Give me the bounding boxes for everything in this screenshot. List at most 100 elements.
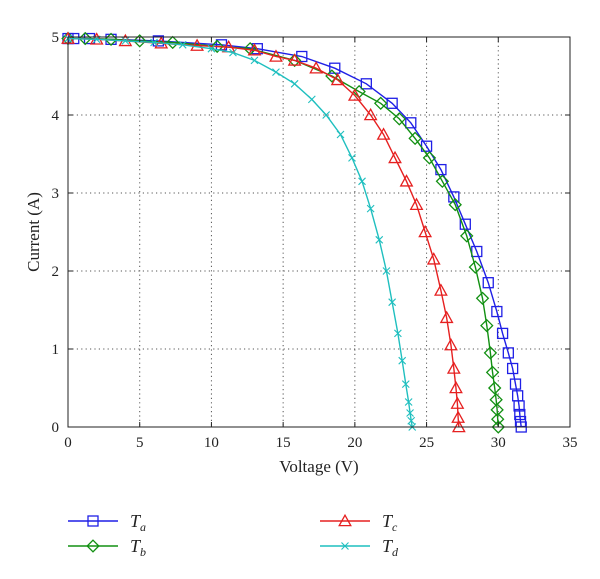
plot-frame	[67, 36, 571, 428]
data-point-diamond	[475, 291, 490, 306]
data-point-square	[405, 117, 417, 129]
data-point-square	[471, 245, 483, 258]
data-point-diamond	[287, 53, 302, 68]
data-point-triangle	[434, 283, 448, 296]
data-point-triangle	[247, 43, 262, 56]
legend-item: Ta	[68, 511, 146, 534]
x-tick-label: 20	[347, 435, 362, 451]
data-point-x	[382, 267, 391, 275]
x-tick-label: 10	[204, 435, 219, 451]
data-point-square	[506, 362, 519, 375]
data-point-x	[178, 40, 187, 49]
data-point-triangle	[338, 513, 352, 527]
series-line	[67, 37, 460, 428]
data-point-square	[513, 400, 525, 412]
data-point-diamond	[422, 151, 437, 165]
data-point-triangle	[309, 61, 324, 74]
legend-label: Tb	[130, 536, 146, 559]
data-point-square	[360, 78, 372, 90]
data-point-x	[121, 37, 130, 45]
legend-item: Tc	[320, 511, 398, 534]
data-point-diamond	[373, 96, 388, 111]
data-point-diamond	[165, 35, 180, 50]
data-point-x	[336, 130, 345, 139]
data-point-x	[229, 48, 237, 57]
data-point-x	[406, 409, 414, 417]
data-point-x	[207, 44, 216, 53]
y-tick-label: 3	[52, 186, 60, 202]
data-point-diamond	[483, 346, 498, 360]
data-point-diamond	[468, 260, 483, 274]
series-line	[67, 37, 413, 428]
legend-label-sub: a	[140, 520, 146, 534]
series-line	[68, 37, 522, 428]
data-point-x	[366, 204, 375, 213]
data-point-square	[491, 305, 503, 318]
data-point-triangle	[330, 72, 345, 86]
data-point-triangle	[446, 361, 461, 374]
data-point-diamond	[487, 381, 502, 395]
data-point-diamond	[132, 34, 147, 48]
y-tick-label: 0	[52, 420, 60, 436]
x-tick-label: 0	[64, 435, 72, 451]
legend-label-sub: b	[140, 545, 146, 559]
legend-label: Td	[382, 536, 399, 559]
x-tick-label: 25	[419, 435, 434, 451]
y-axis-label: Current (A)	[24, 192, 43, 272]
legend-label-sub: d	[392, 545, 399, 559]
x-tick-label: 30	[491, 435, 506, 451]
data-point-triangle	[439, 310, 454, 324]
legend-label-main: T	[382, 511, 394, 531]
data-point-x	[322, 111, 331, 119]
data-point-x	[393, 329, 402, 338]
legend-label-main: T	[130, 536, 142, 556]
data-point-triangle	[444, 337, 458, 351]
data-point-diamond	[435, 174, 450, 189]
data-point-diamond	[448, 197, 462, 212]
data-point-x	[150, 38, 158, 47]
data-point-triangle	[426, 252, 441, 265]
data-point-triangle	[418, 224, 433, 238]
data-point-x	[375, 235, 384, 244]
data-point-triangle	[269, 49, 283, 62]
data-point-x	[401, 380, 410, 388]
data-point-diamond	[210, 39, 224, 54]
legend-label-main: T	[130, 511, 142, 531]
x-tick-label: 35	[563, 435, 578, 451]
axis-ticks: 0 5 10 15 20 25 30 35 0 1 2 3 4 5	[52, 30, 578, 451]
legend-label: Ta	[130, 511, 146, 534]
data-point-triangle	[388, 150, 402, 164]
legend-label-sub: c	[392, 520, 398, 534]
data-point-diamond	[460, 229, 474, 243]
legend-label: Tc	[382, 511, 398, 534]
y-tick-label: 1	[52, 342, 60, 358]
legend-label-main: T	[382, 536, 394, 556]
y-tick-label: 2	[52, 264, 60, 280]
data-point-square	[482, 277, 494, 289]
data-point-triangle	[409, 197, 424, 210]
data-point-triangle	[347, 88, 362, 101]
data-point-square	[514, 408, 526, 421]
data-point-x	[290, 79, 299, 88]
data-point-square	[502, 347, 514, 359]
data-point-x	[250, 56, 259, 65]
data-point-x	[307, 95, 316, 104]
data-point-triangle	[287, 53, 302, 66]
data-point-x	[398, 356, 407, 365]
data-point-triangle	[450, 396, 465, 409]
x-tick-label: 5	[136, 435, 144, 451]
data-point-x	[341, 542, 349, 550]
data-point-x	[407, 416, 416, 425]
y-tick-label: 5	[52, 30, 60, 46]
data-point-x	[388, 298, 397, 307]
data-point-triangle	[399, 174, 414, 187]
grid	[68, 37, 570, 427]
data-point-triangle	[363, 107, 378, 121]
legend-item: Td	[320, 536, 399, 559]
x-axis-label: Voltage (V)	[279, 457, 358, 476]
data-point-square	[496, 327, 509, 340]
legend-item: Tb	[68, 536, 146, 559]
data-point-diamond	[485, 365, 500, 380]
data-point-triangle	[376, 127, 391, 140]
data-point-x	[348, 154, 356, 162]
